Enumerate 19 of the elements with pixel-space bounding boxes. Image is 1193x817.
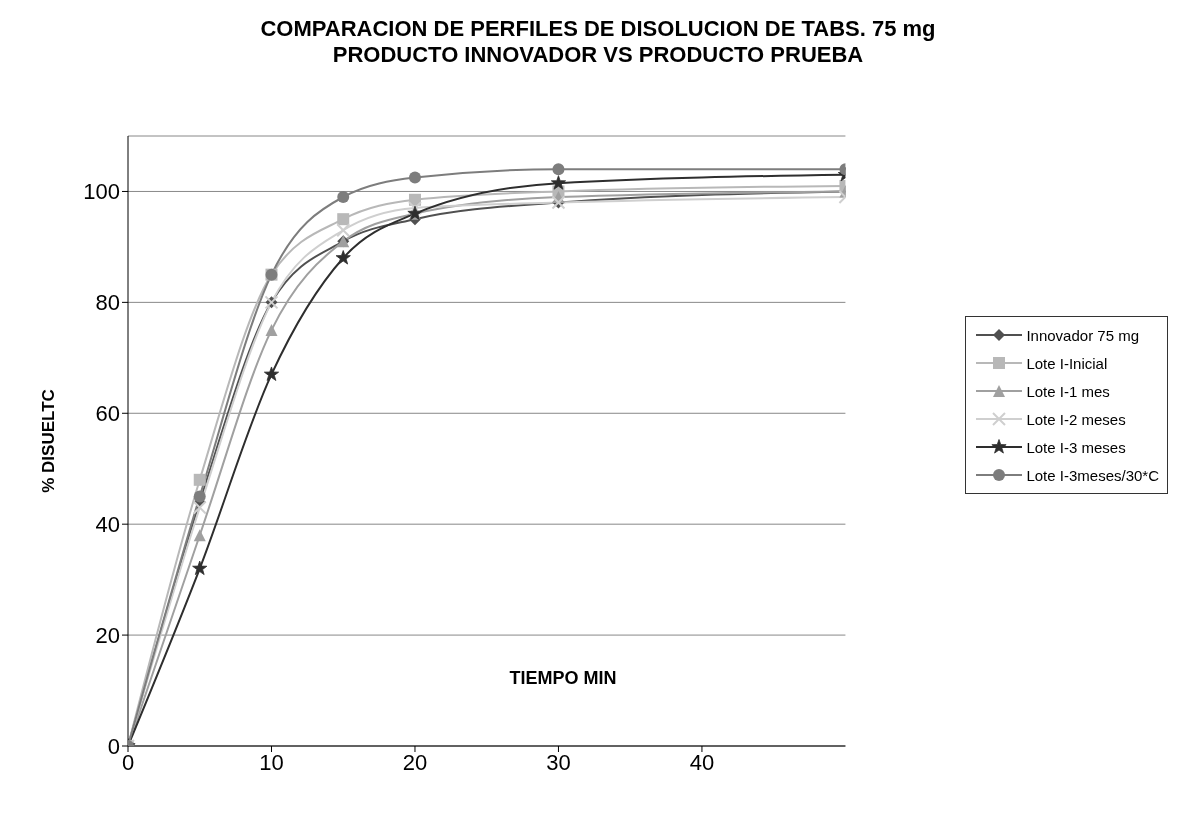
x-axis-title: TIEMPO MIN xyxy=(508,668,618,689)
legend-label: Lote I-2 meses xyxy=(1026,410,1126,428)
chart-title: COMPARACION DE PERFILES DE DISOLUCION DE TABS. 75 mg PRODUCTO INNOVADOR VS PRODUCTO PRUEBA xyxy=(259,15,937,69)
legend-label: Lote I-1 mes xyxy=(1026,382,1110,400)
x-tick-label: 20 xyxy=(402,749,428,775)
y-tick-label: 100 xyxy=(83,179,120,205)
legend-label: Lote I-Inicial xyxy=(1026,354,1108,372)
legend-label: Innovador 75 mg xyxy=(1026,326,1139,344)
y-tick-label: 60 xyxy=(95,401,120,427)
legend-label: Lote I-3 meses xyxy=(1026,438,1126,456)
y-tick-label: 20 xyxy=(95,622,120,648)
y-axis-title: % DISUELTC xyxy=(39,389,59,493)
y-tick-label: 40 xyxy=(95,511,120,537)
x-tick-label: 10 xyxy=(259,749,284,775)
x-tick-label: 40 xyxy=(689,749,715,775)
y-tick-label: 80 xyxy=(95,290,120,316)
x-tick-label: 30 xyxy=(546,749,571,775)
y-tick-label: 0 xyxy=(107,733,120,759)
legend-label: Lote I-3meses/30*C xyxy=(1026,466,1159,484)
